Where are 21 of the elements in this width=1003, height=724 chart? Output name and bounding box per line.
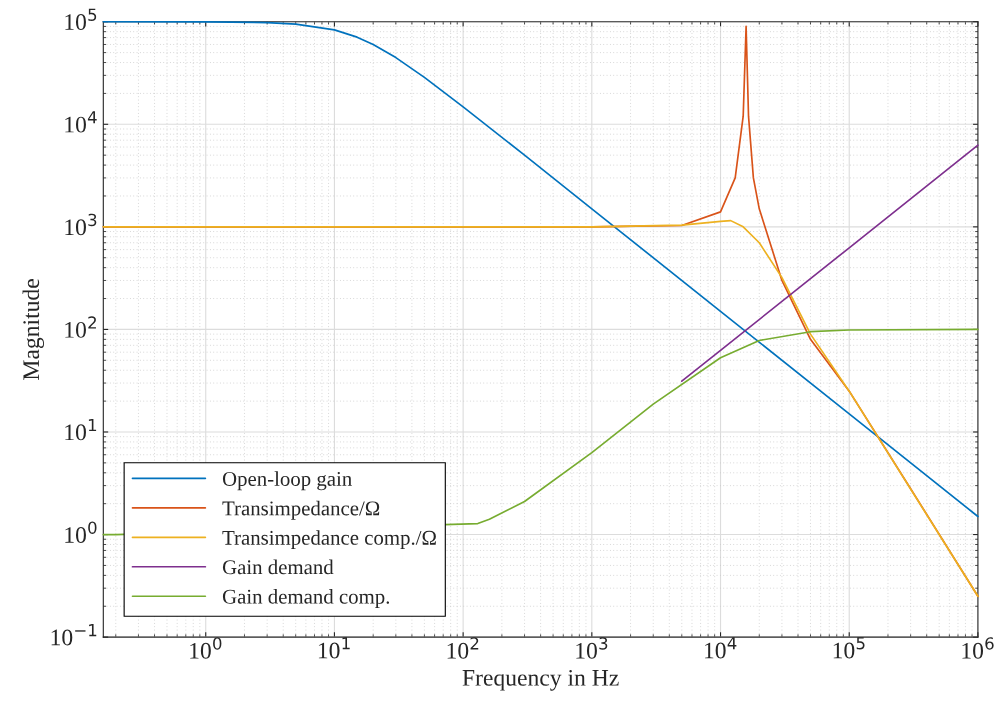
x-tick-label: 10$^{3}$ [576,637,608,659]
y-tick-label: 10$^{−1}$ [51,624,97,646]
y-tick-label: 10$^{1}$ [65,418,97,441]
legend-label: Transimpedance comp./Ω [222,530,436,550]
x-tick-label: 10$^{2}$ [447,637,479,659]
y-tick-label: 10$^{5}$ [65,8,97,31]
legend-label: Gain demand comp. [222,589,390,608]
x-tick-label: 10$^{4}$ [705,637,737,659]
x-tick-label: 10$^{1}$ [318,637,350,659]
legend-label: Open-loop gain [222,471,352,491]
x-axis-title: Frequency in Hz [462,669,619,691]
x-tick-label: 10$^{5}$ [833,637,865,659]
y-tick-label: 10$^{4}$ [65,111,97,133]
y-tick-label: 10$^{3}$ [65,213,97,236]
x-tick-label: 10$^{0}$ [190,637,222,659]
y-tick-label: 10$^{0}$ [65,521,97,543]
y-axis-title: Magnitude [22,279,45,380]
legend-label: Transimpedance/Ω [222,500,380,520]
legend-label: Gain demand [222,559,334,575]
x-tick-label: 10$^{6}$ [962,637,994,659]
y-tick-label: 10$^{2}$ [65,316,96,338]
